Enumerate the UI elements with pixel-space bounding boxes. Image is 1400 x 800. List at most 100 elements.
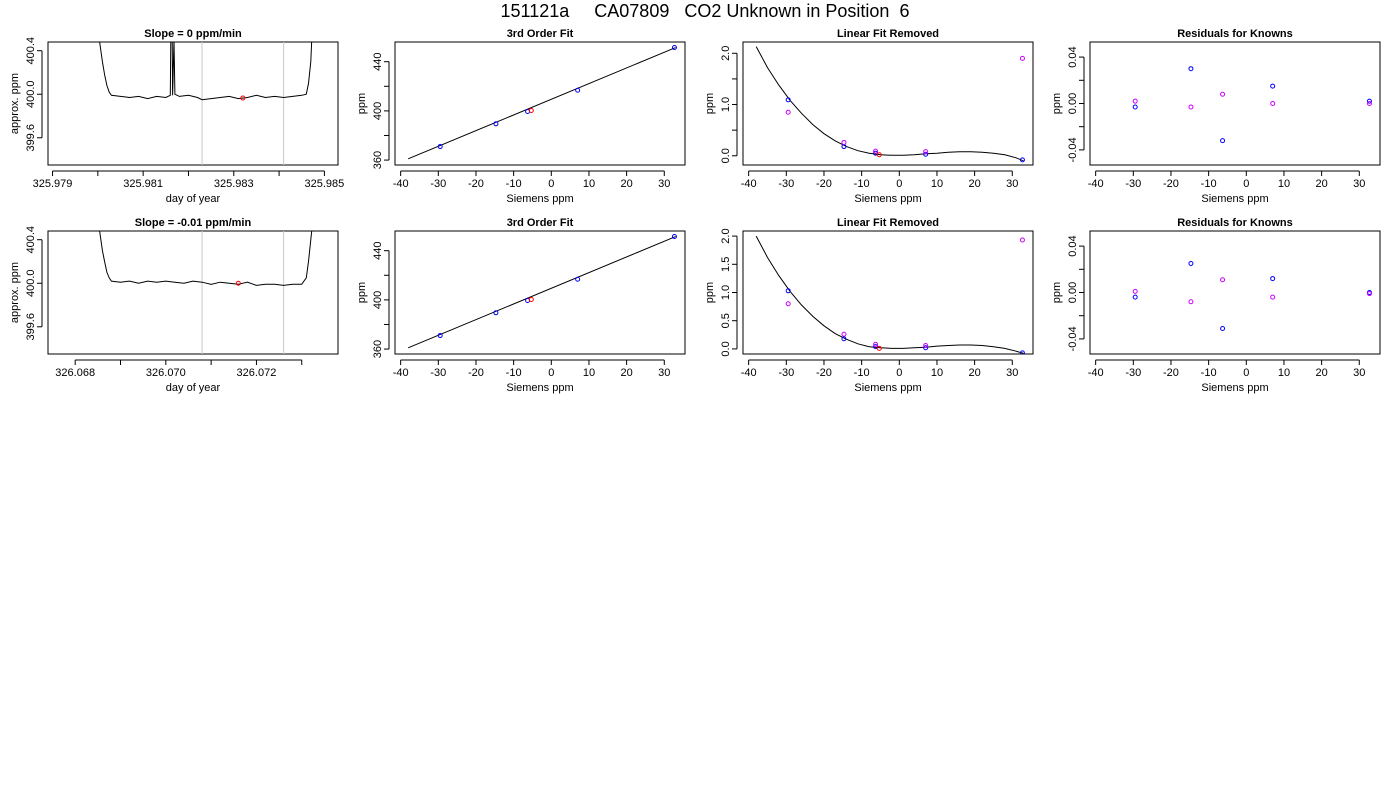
panel-title: Residuals for Knowns xyxy=(1177,28,1293,40)
data-point-known xyxy=(1220,325,1226,331)
page-title: 151121a CA07809 CO2 Unknown in Position … xyxy=(500,1,910,21)
x-tick-label: 0 xyxy=(548,178,554,190)
x-tick-label: -20 xyxy=(468,178,484,190)
data-point-unknown xyxy=(528,108,534,114)
data-point-known xyxy=(1019,350,1025,354)
x-tick-label: -10 xyxy=(1201,178,1217,190)
panel-title: 3rd Order Fit xyxy=(507,28,574,40)
panel-title: Linear Fit Removed xyxy=(837,217,939,229)
x-tick-label: -40 xyxy=(741,367,757,379)
plot-frame xyxy=(1089,230,1381,355)
data-point-known xyxy=(841,336,847,342)
data-point-alt-known xyxy=(1366,101,1372,106)
y-tick-label: 0.0 xyxy=(720,341,732,356)
x-tick-label: -30 xyxy=(430,178,446,190)
x-tick-label: 10 xyxy=(931,178,943,190)
data-point-known xyxy=(493,121,499,127)
x-axis-label: Siemens ppm xyxy=(854,193,921,205)
data-point-known xyxy=(671,234,677,240)
data-point-unknown xyxy=(240,95,246,101)
x-tick-label: 325.981 xyxy=(123,178,163,190)
x-tick-label: -10 xyxy=(1201,367,1217,379)
x-tick-label: -40 xyxy=(1088,178,1104,190)
data-point-alt-known xyxy=(1188,104,1194,110)
panel-title: Slope = -0.01 ppm/min xyxy=(135,217,252,229)
panel-8: Residuals for Knowns -40 -30 -20 -10 0 10 20 30 S… xyxy=(1051,217,1381,394)
data-point-alt-known xyxy=(1270,101,1276,106)
y-axis-label: ppm xyxy=(356,93,368,114)
panel-title: Residuals for Knowns xyxy=(1177,217,1293,229)
x-axis-label: Siemens ppm xyxy=(1201,193,1268,205)
x-tick-label: 10 xyxy=(583,178,595,190)
data-point-unknown xyxy=(235,280,241,286)
plot-frame xyxy=(47,41,339,166)
data-point-known xyxy=(1132,294,1138,300)
x-tick-label: -20 xyxy=(816,178,832,190)
y-tick-label: 400.4 xyxy=(25,226,37,254)
x-tick-label: 326.070 xyxy=(146,367,186,379)
x-tick-label: -30 xyxy=(1125,367,1141,379)
panel-1: Slope = 0 ppm/min 325.979 325.981 325.983 32… xyxy=(9,28,344,205)
x-tick-label: 325.983 xyxy=(214,178,254,190)
data-point-alt-known xyxy=(785,109,791,115)
x-axis-label: Siemens ppm xyxy=(854,382,921,394)
data-point-known xyxy=(575,87,581,93)
x-tick-label: 20 xyxy=(968,367,980,379)
y-axis-label: ppm xyxy=(704,93,716,114)
x-axis-label: day of year xyxy=(166,193,221,205)
x-tick-label: 10 xyxy=(1278,367,1290,379)
x-tick-label: 10 xyxy=(583,367,595,379)
x-tick-label: 326.072 xyxy=(237,367,277,379)
x-tick-label: -30 xyxy=(1125,178,1141,190)
fit-line xyxy=(407,47,676,160)
data-point-known xyxy=(785,97,791,103)
x-tick-label: -40 xyxy=(1088,367,1104,379)
x-tick-label: 30 xyxy=(1006,367,1018,379)
data-point-unknown xyxy=(528,297,534,303)
data-point-known xyxy=(575,276,581,282)
data-point-alt-known xyxy=(1188,299,1194,305)
y-tick-label: 1.0 xyxy=(720,97,732,112)
plot-frame xyxy=(742,41,1034,166)
plot-area xyxy=(1132,66,1372,144)
data-point-alt-known xyxy=(841,139,847,145)
y-tick-label: 399.6 xyxy=(25,124,37,152)
fit-curve xyxy=(755,46,1024,162)
x-tick-label: 30 xyxy=(1353,178,1365,190)
y-tick-label: 1.0 xyxy=(720,285,732,300)
x-tick-label: 325.979 xyxy=(33,178,73,190)
series-line xyxy=(99,42,313,101)
x-axis-label: Siemens ppm xyxy=(506,382,573,394)
y-tick-label: 440 xyxy=(372,53,384,71)
plot-area xyxy=(407,45,677,160)
data-point-known xyxy=(923,345,929,351)
data-point-alt-known xyxy=(1019,237,1025,243)
data-point-known xyxy=(1188,66,1194,72)
x-tick-label: 30 xyxy=(658,178,670,190)
plot-area xyxy=(1132,260,1372,331)
data-point-unknown xyxy=(876,152,882,158)
fit-curve xyxy=(755,235,1024,354)
data-point-known xyxy=(437,144,443,150)
data-point-alt-known xyxy=(1132,98,1138,104)
data-point-known xyxy=(923,151,929,157)
x-tick-label: 326.068 xyxy=(55,367,95,379)
x-tick-label: -10 xyxy=(506,178,522,190)
y-tick-label: -0.04 xyxy=(1067,137,1079,162)
x-tick-label: 0 xyxy=(896,178,902,190)
data-point-alt-known xyxy=(1270,294,1276,300)
y-tick-label: 0.0 xyxy=(720,148,732,163)
x-tick-label: -10 xyxy=(854,367,870,379)
x-tick-label: 30 xyxy=(1353,367,1365,379)
data-point-known xyxy=(1220,138,1226,144)
plot-area xyxy=(407,234,677,349)
x-axis-label: day of year xyxy=(166,382,221,394)
y-axis-label: ppm xyxy=(1051,93,1063,114)
x-tick-label: 0 xyxy=(896,367,902,379)
x-tick-label: -30 xyxy=(778,178,794,190)
y-axis-label: ppm xyxy=(356,282,368,303)
x-tick-label: 20 xyxy=(1315,178,1327,190)
plot-area xyxy=(99,42,313,165)
x-axis-label: Siemens ppm xyxy=(506,193,573,205)
data-point-alt-known xyxy=(841,331,847,337)
